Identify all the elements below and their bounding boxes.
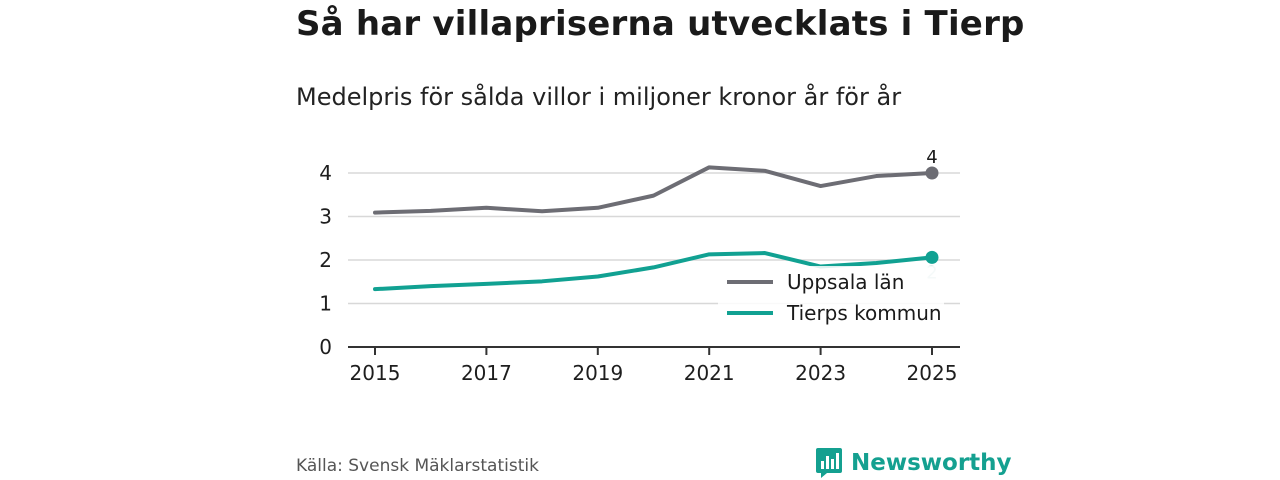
brand-name: Newsworthy [851,450,1012,476]
legend-label: Uppsala län [787,270,904,294]
legend-label: Tierps kommun [786,301,942,325]
x-tick-label: 2017 [461,361,512,385]
y-tick-label: 1 [319,292,332,316]
x-tick-label: 2015 [350,361,401,385]
series-end-point [925,166,939,180]
x-tick-label: 2023 [795,361,846,385]
x-tick-label: 2025 [907,361,958,385]
series-line-tierps-kommun [373,251,934,292]
chart-title: Så har villapriserna utvecklats i Tierp [296,4,1025,44]
y-tick-label: 4 [319,161,332,185]
y-tick-label: 2 [319,248,332,272]
legend-box [718,266,944,328]
chart-subtitle: Medelpris för sålda villor i miljoner kr… [296,83,902,111]
series-end-point [925,250,939,264]
brand-logo[interactable]: Newsworthy [815,446,1012,480]
y-tick-label: 3 [319,205,332,229]
x-tick-label: 2019 [572,361,623,385]
x-tick-label: 2021 [684,361,735,385]
series-line-uppsala-lan [373,165,934,215]
source-note: Källa: Svensk Mäklarstatistik [296,456,539,476]
series-end-label: 4 [926,147,937,168]
y-tick-label: 0 [319,335,332,359]
newsworthy-logo-icon [816,448,842,478]
